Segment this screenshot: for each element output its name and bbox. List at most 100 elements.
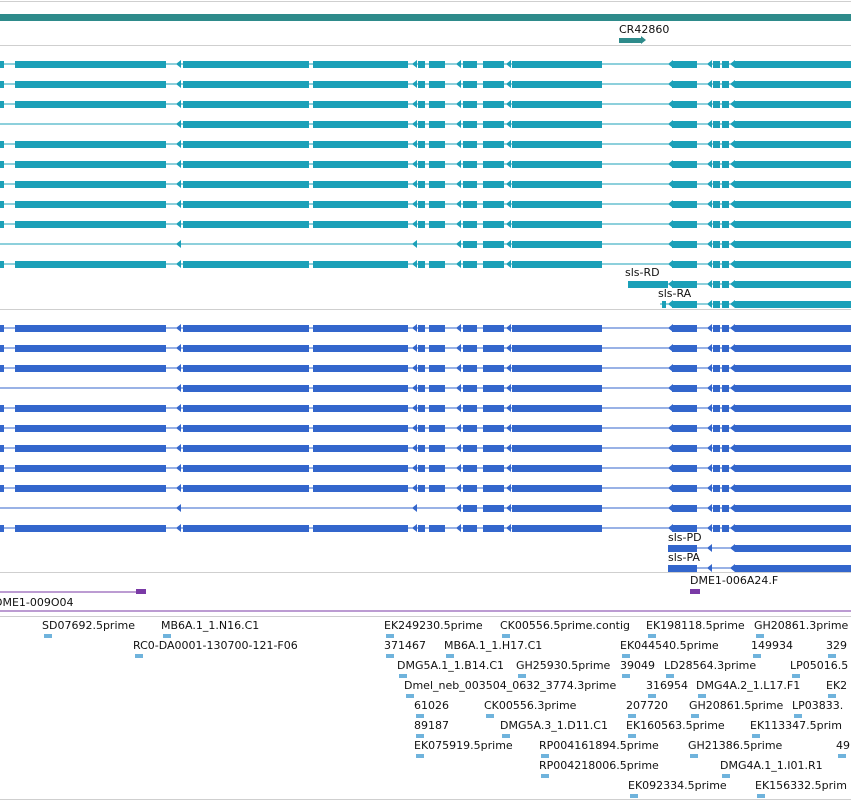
transcript-exon[interactable]	[418, 81, 425, 88]
transcript-exon[interactable]	[672, 141, 697, 148]
transcript-exon[interactable]	[735, 241, 851, 248]
cds-exon[interactable]	[713, 385, 720, 392]
transcript-exon[interactable]	[463, 141, 477, 148]
transcript-exon[interactable]	[722, 141, 729, 148]
transcript-exon[interactable]	[313, 161, 408, 168]
cds-exon[interactable]	[722, 365, 729, 372]
cds-exon[interactable]	[735, 545, 851, 552]
transcript-exon[interactable]	[672, 61, 697, 68]
transcript-exon[interactable]	[429, 221, 445, 228]
cds-exon[interactable]	[713, 425, 720, 432]
transcript-exon[interactable]	[722, 261, 729, 268]
transcript-exon[interactable]	[313, 201, 408, 208]
cds-exon[interactable]	[183, 325, 309, 332]
cds-exon[interactable]	[463, 445, 477, 452]
transcript-exon[interactable]	[183, 61, 309, 68]
cds-exon[interactable]	[313, 365, 408, 372]
transcript-exon[interactable]	[0, 221, 4, 228]
transcript-exon[interactable]	[722, 241, 729, 248]
cds-exon[interactable]	[429, 445, 445, 452]
cds-exon[interactable]	[15, 525, 166, 532]
transcript-exon[interactable]	[313, 141, 408, 148]
cds-exon[interactable]	[512, 425, 602, 432]
transcript-exon[interactable]	[418, 261, 425, 268]
est-glyph[interactable]	[628, 734, 636, 738]
cds-exon[interactable]	[183, 385, 309, 392]
transcript-exon[interactable]	[735, 101, 851, 108]
transcript-exon[interactable]	[672, 281, 697, 288]
est-glyph[interactable]	[648, 694, 656, 698]
cds-exon[interactable]	[722, 505, 729, 512]
transcript-exon[interactable]	[15, 181, 166, 188]
cds-exon[interactable]	[483, 445, 504, 452]
cds-exon[interactable]	[672, 525, 697, 532]
cds-exon[interactable]	[483, 525, 504, 532]
transcript-exon[interactable]	[463, 101, 477, 108]
cds-exon[interactable]	[672, 425, 697, 432]
transcript-exon[interactable]	[0, 181, 4, 188]
transcript-exon[interactable]	[483, 241, 504, 248]
transcript-exon[interactable]	[672, 121, 697, 128]
est-glyph[interactable]	[792, 674, 800, 678]
cds-exon[interactable]	[463, 325, 477, 332]
est-glyph[interactable]	[502, 734, 510, 738]
transcript-exon[interactable]	[512, 121, 602, 128]
cds-exon[interactable]	[183, 525, 309, 532]
transcript-exon[interactable]	[183, 121, 309, 128]
est-glyph[interactable]	[502, 634, 510, 638]
transcript-exon[interactable]	[735, 201, 851, 208]
est-glyph[interactable]	[752, 734, 760, 738]
transcript-exon[interactable]	[183, 221, 309, 228]
cds-exon[interactable]	[183, 345, 309, 352]
cds-exon[interactable]	[0, 425, 4, 432]
est-glyph[interactable]	[446, 654, 454, 658]
transcript-exon[interactable]	[713, 141, 720, 148]
cds-exon[interactable]	[672, 345, 697, 352]
transcript-exon[interactable]	[735, 61, 851, 68]
transcript-exon[interactable]	[313, 121, 408, 128]
est-glyph[interactable]	[828, 654, 836, 658]
cds-exon[interactable]	[713, 525, 720, 532]
cds-exon[interactable]	[735, 445, 851, 452]
cds-exon[interactable]	[672, 485, 697, 492]
est-glyph[interactable]	[690, 754, 698, 758]
transcript-exon[interactable]	[0, 81, 4, 88]
est-glyph[interactable]	[386, 634, 394, 638]
transcript-exon[interactable]	[15, 61, 166, 68]
cds-exon[interactable]	[722, 385, 729, 392]
transcript-exon[interactable]	[722, 61, 729, 68]
est-glyph[interactable]	[666, 674, 674, 678]
transcript-exon[interactable]	[313, 181, 408, 188]
cds-exon[interactable]	[313, 445, 408, 452]
transcript-exon[interactable]	[713, 241, 720, 248]
cdna-match[interactable]	[690, 589, 700, 594]
cds-exon[interactable]	[722, 425, 729, 432]
cds-exon[interactable]	[463, 525, 477, 532]
cds-exon[interactable]	[15, 445, 166, 452]
cds-exon[interactable]	[429, 405, 445, 412]
transcript-exon[interactable]	[183, 201, 309, 208]
cds-exon[interactable]	[15, 485, 166, 492]
cds-exon[interactable]	[483, 505, 504, 512]
transcript-exon[interactable]	[512, 181, 602, 188]
transcript-exon[interactable]	[483, 221, 504, 228]
cds-exon[interactable]	[313, 325, 408, 332]
cds-exon[interactable]	[483, 385, 504, 392]
transcript-exon[interactable]	[713, 281, 720, 288]
transcript-exon[interactable]	[512, 81, 602, 88]
transcript-exon[interactable]	[713, 161, 720, 168]
transcript-exon[interactable]	[512, 101, 602, 108]
transcript-exon[interactable]	[483, 101, 504, 108]
transcript-exon[interactable]	[662, 301, 666, 308]
cds-exon[interactable]	[15, 465, 166, 472]
est-glyph[interactable]	[518, 674, 526, 678]
transcript-exon[interactable]	[429, 101, 445, 108]
transcript-exon[interactable]	[313, 101, 408, 108]
cds-exon[interactable]	[512, 525, 602, 532]
cds-exon[interactable]	[429, 465, 445, 472]
transcript-exon[interactable]	[672, 261, 697, 268]
est-glyph[interactable]	[622, 674, 630, 678]
cds-exon[interactable]	[429, 365, 445, 372]
transcript-exon[interactable]	[463, 161, 477, 168]
